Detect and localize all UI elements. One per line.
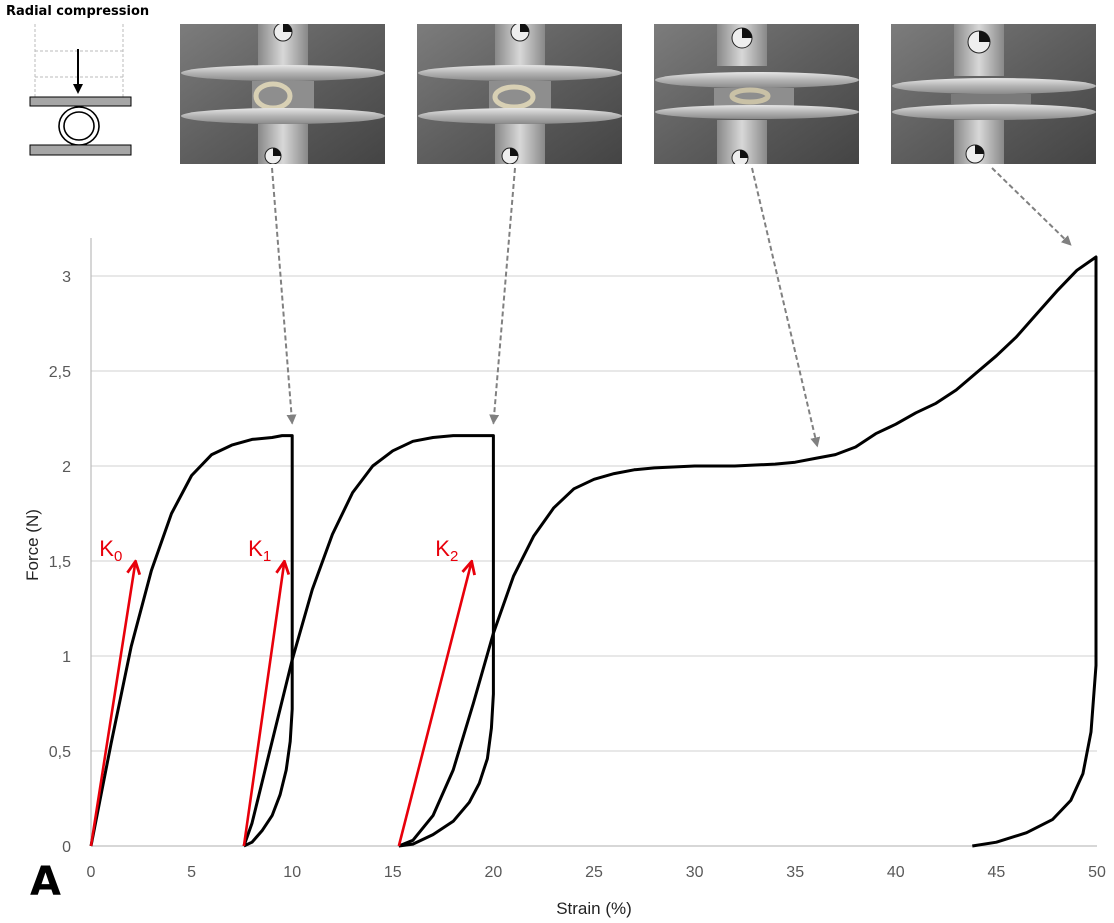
pointer-arrow-2 — [489, 167, 516, 425]
compression-schematic — [29, 24, 132, 156]
schematic-tube-inner — [63, 111, 95, 141]
x-tick-label: 45 — [988, 864, 1006, 881]
x-tick-label: 25 — [585, 864, 603, 881]
compression-photo-1 — [180, 24, 385, 164]
loading-curve-2 — [242, 434, 495, 848]
x-tick-label: 20 — [485, 864, 503, 881]
y-tick-label: 0,5 — [49, 744, 71, 761]
stiffness-label-k2: K2 — [435, 536, 458, 565]
compression-photo-2 — [417, 24, 622, 164]
y-tick-label: 0 — [62, 839, 71, 856]
pointer-arrow-1 — [271, 167, 297, 425]
stiffness-label-k0: K0 — [99, 536, 122, 565]
compression-photo-3 — [654, 24, 859, 164]
x-tick-label: 5 — [187, 864, 196, 881]
loading-curve-1 — [89, 434, 294, 848]
stiffness-arrow-k1 — [242, 563, 284, 847]
x-tick-label: 0 — [87, 864, 96, 881]
x-tick-label: 35 — [786, 864, 804, 881]
x-axis-title: Strain (%) — [556, 899, 632, 918]
compression-photo-4 — [891, 24, 1096, 164]
y-tick-label: 3 — [62, 269, 71, 286]
loading-curve-3 — [398, 255, 1098, 848]
y-tick-label: 2 — [62, 459, 71, 476]
figure-heading: Radial compression — [6, 4, 150, 19]
x-tick-label: 30 — [686, 864, 704, 881]
pointer-arrow-3 — [751, 167, 821, 448]
x-tick-label: 40 — [887, 864, 905, 881]
stiffness-arrow-k2 — [397, 563, 471, 847]
schematic-load-arrowhead — [73, 84, 83, 94]
panel-letter: A — [30, 859, 61, 905]
y-tick-label: 1,5 — [49, 554, 71, 571]
y-tick-label: 2,5 — [49, 364, 71, 381]
schematic-bottom-plate — [29, 144, 132, 156]
y-axis-title: Force (N) — [23, 509, 42, 581]
schematic-top-plate — [29, 96, 132, 107]
pointer-arrow-4 — [991, 167, 1072, 246]
x-tick-label: 10 — [283, 864, 301, 881]
x-tick-label: 15 — [384, 864, 402, 881]
stiffness-arrow-k0 — [89, 563, 135, 847]
x-tick-label: 50 — [1088, 864, 1106, 881]
y-tick-label: 1 — [62, 649, 71, 666]
stiffness-label-k1: K1 — [248, 536, 271, 565]
